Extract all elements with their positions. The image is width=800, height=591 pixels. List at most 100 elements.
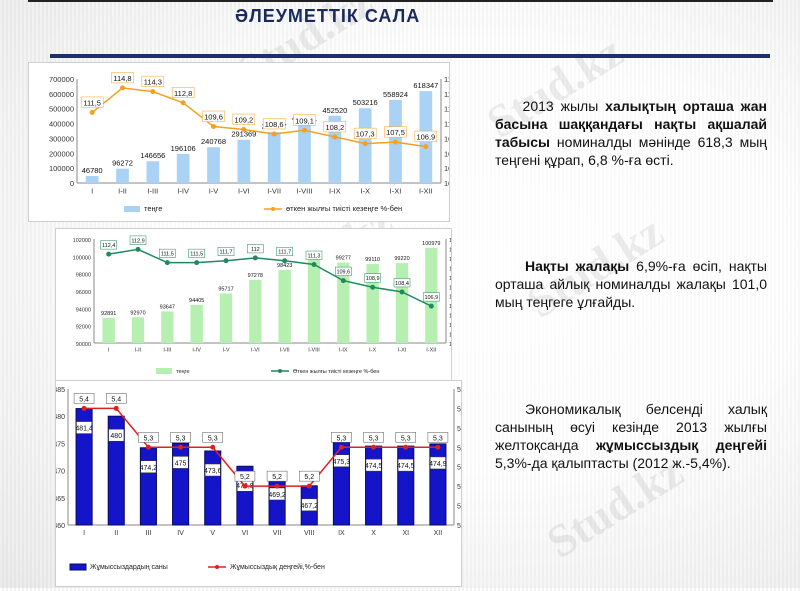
legend-swatch-marker	[215, 565, 219, 569]
y-tick-right-label: 103	[449, 342, 451, 348]
line-data-label: 111,7	[278, 250, 291, 256]
line-data-label-box	[159, 248, 176, 258]
y-tick-right-label: 114	[444, 90, 449, 99]
line-data-label: 106,9	[424, 295, 438, 301]
y-tick-left-label: 94000	[76, 307, 91, 313]
x-tick-label: I-VII	[267, 187, 281, 196]
bar-data-label: 474,9	[429, 461, 447, 468]
line-point	[282, 258, 288, 264]
bar-data-label: 452520	[322, 106, 347, 115]
line-data-label-box	[217, 246, 235, 256]
line-data-label-box	[202, 432, 223, 443]
line-data-label-box	[170, 432, 191, 443]
bar	[429, 443, 447, 526]
line-data-label-box	[138, 432, 159, 443]
line-data-label-box	[384, 126, 407, 138]
line-data-label-box	[364, 273, 381, 283]
line-data-label: 5,3	[144, 435, 154, 442]
bar-data-label-box	[172, 456, 189, 469]
legend-label-line: өткен жылғы тиісті кезеңге %-бен	[286, 204, 402, 213]
bar-data-label: 474,5	[365, 463, 383, 470]
line-point	[120, 85, 125, 91]
bar	[131, 317, 145, 343]
line-data-label-box	[234, 470, 256, 482]
x-tick-label: IV	[177, 530, 184, 537]
legend-label-bar: Жұмыссыздардың саны	[90, 564, 168, 571]
bar-data-label: 99220	[394, 256, 409, 262]
line-data-label: 112,8	[174, 89, 192, 98]
line-data-label: 111,5	[190, 252, 203, 258]
bar-data-label: 146656	[140, 151, 165, 160]
y-tick-left-label: 300000	[49, 134, 74, 143]
line-data-label-box	[427, 432, 449, 443]
bar-data-label: 99110	[365, 257, 380, 263]
income-text-rest: номиналды мәнінде 618,3 мың теңгені құра…	[495, 134, 767, 168]
x-tick-label: I-VII	[280, 348, 291, 354]
x-tick-label: I-X	[369, 348, 376, 354]
bar	[190, 304, 203, 343]
line-point	[403, 444, 409, 450]
bar	[337, 262, 350, 343]
y-tick-right-label: 110	[444, 120, 449, 129]
bar-data-label-box	[108, 428, 125, 442]
line-point	[423, 144, 429, 150]
y-tick-left-label: 500000	[49, 105, 74, 114]
bar	[102, 317, 115, 343]
x-tick-label: XII	[434, 530, 443, 537]
bar	[204, 450, 222, 526]
bar-data-label: 473,6	[204, 468, 222, 475]
x-tick-label: VI	[242, 530, 249, 537]
bar	[146, 161, 160, 183]
line-data-label-box	[262, 118, 286, 130]
wage-text-bold: Нақты жалақы	[525, 258, 630, 274]
line-data-label-box	[100, 240, 117, 250]
line-data-label-box	[247, 244, 264, 254]
y-tick-left-label: 460	[56, 523, 65, 530]
line-point	[210, 444, 216, 450]
x-tick-label: II	[114, 530, 118, 537]
bar	[116, 168, 129, 183]
line-point	[428, 303, 434, 309]
line-data-label: 5,2	[304, 474, 314, 481]
y-tick-left-label: 0	[70, 179, 74, 188]
y-tick-right-label: 5,15	[457, 504, 461, 511]
line-data-label: 107,5	[386, 128, 405, 137]
y-tick-left-label: 102000	[73, 238, 91, 244]
line-data-label: 5,3	[433, 435, 443, 442]
legend-swatch-marker	[278, 369, 282, 373]
line-point	[242, 483, 248, 489]
legend-swatch-bar	[124, 206, 140, 212]
bar-data-label-box	[204, 463, 221, 477]
line-point	[435, 444, 441, 450]
legend-label-bar: теңге	[144, 204, 162, 213]
x-tick-label: I-XII	[426, 348, 437, 354]
line-point	[274, 483, 280, 489]
line-data-label-box	[323, 121, 347, 133]
y-tick-right-label: 5,35	[457, 426, 461, 433]
y-tick-right-label: 112	[444, 105, 449, 114]
line-point	[311, 262, 317, 268]
bar-data-label: 291369	[231, 130, 256, 139]
unemployment-text-bold: жұмыссыздық деңгейі	[595, 437, 768, 453]
bar	[176, 153, 190, 183]
x-tick-label: I-II	[135, 348, 142, 354]
x-tick-label: I-III	[163, 348, 171, 354]
bar-data-label: 474,2	[140, 465, 158, 472]
bar-data-label: 98423	[277, 263, 292, 269]
bar-data-label: 503216	[353, 98, 378, 107]
wage-chart: 90000 92000 94000 96000 98000 100000 102000 103…	[73, 235, 458, 375]
bar	[107, 415, 125, 526]
x-tick-label: I-XI	[398, 348, 407, 354]
x-tick-label: I-IV	[177, 187, 189, 196]
line-data-label: 108,9	[366, 276, 380, 282]
y-tick-right-label: 5,40	[457, 406, 461, 413]
unemployment-text-start: Экономикалық белсенді халық санының өсуі…	[495, 401, 767, 453]
line-data-label-box	[353, 127, 377, 139]
line-data-label: 5,4	[111, 396, 121, 403]
series-line	[91, 87, 426, 148]
line-point	[106, 251, 112, 257]
bar-data-label: 100979	[422, 241, 440, 247]
line-data-label-box	[335, 266, 352, 276]
bar-data-label-box	[333, 454, 350, 468]
line-data-label-box	[111, 72, 134, 84]
